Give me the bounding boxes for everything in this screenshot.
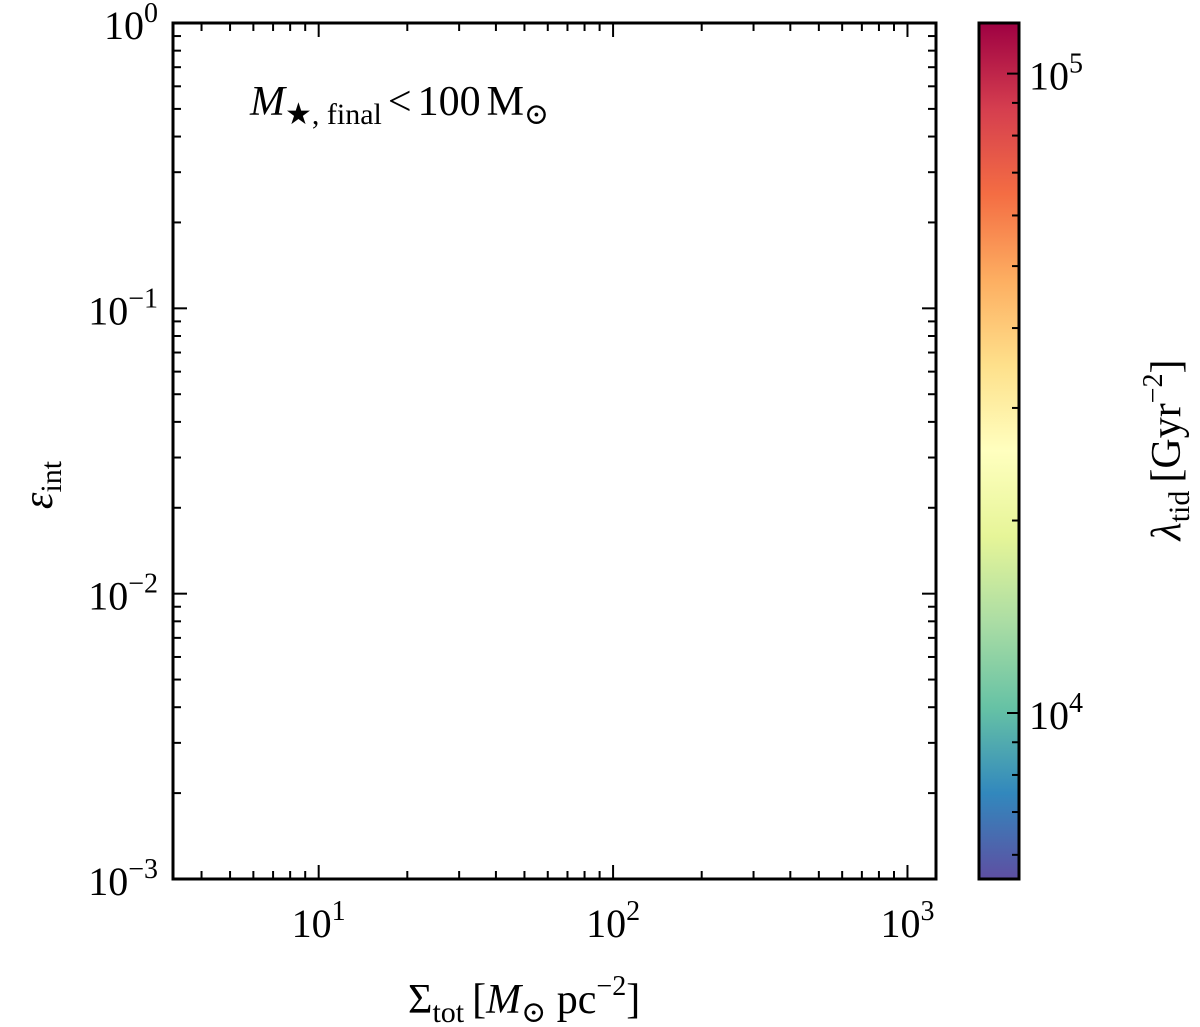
colorbar-tick-label: 104 [1029, 688, 1083, 738]
x-title-symbol: Σ [408, 977, 432, 1023]
x-tick-label: 102 [586, 896, 640, 946]
x-axis-ticks: 101 102 103 [200, 23, 934, 946]
x-tick-label: 101 [292, 896, 346, 946]
x-axis-title: Σtot [M⊙ pc−2] [408, 971, 640, 1027]
cbar-title-symbol: λ [1144, 522, 1190, 542]
annotation-value: 100 [418, 79, 481, 125]
colorbar-tick-label-exp: 5 [1069, 49, 1083, 80]
x-title-unit-rest: pc [546, 977, 596, 1023]
y-tick-label: 10−3 [88, 854, 158, 904]
x-tick-label-base: 10 [880, 901, 920, 946]
colorbar [977, 21, 1021, 881]
colorbar-tick-label-exp: 4 [1069, 688, 1083, 719]
x-tick-label-exp: 1 [332, 896, 346, 927]
x-tick-label-base: 10 [292, 901, 332, 946]
x-title-unit-close: ] [626, 977, 640, 1023]
x-tick-label-exp: 2 [626, 896, 640, 927]
colorbar-tick-label-base: 10 [1029, 693, 1069, 738]
y-tick-label-base: 10 [88, 574, 128, 619]
x-tick-label: 103 [880, 896, 934, 946]
cbar-title-unit-close: ] [1144, 360, 1190, 374]
x-title-unit-open: [ [472, 977, 486, 1023]
y-tick-label: 10−1 [88, 283, 158, 333]
y-tick-label-exp: −1 [128, 283, 158, 314]
x-title-unit-symbol: M [485, 977, 523, 1023]
x-title-unit-subscript: ⊙ [521, 996, 546, 1027]
cbar-title-unit-exponent: −2 [1138, 374, 1169, 404]
y-tick-label: 100 [104, 0, 158, 48]
cbar-title-unit-open: [Gyr [1144, 403, 1190, 482]
y-axis-title: εint [16, 460, 68, 509]
x-tick-label-exp: 3 [920, 896, 934, 927]
y-title-symbol: ε [16, 492, 62, 509]
x-title-subscript: tot [432, 996, 464, 1027]
mass-annotation: M★, final <100 M⊙ [249, 79, 549, 131]
y-tick-label-base: 10 [104, 3, 144, 48]
annotation-subscript: ★, final [285, 98, 382, 131]
colorbar-title: λtid [Gyr−2] [1138, 360, 1196, 543]
annotation-unit: M [487, 79, 524, 125]
x-tick-label-base: 10 [586, 901, 626, 946]
cbar-title-subscript: tid [1163, 491, 1196, 523]
x-title-unit-exponent: −2 [596, 971, 626, 1002]
y-tick-label-exp: −2 [128, 569, 158, 600]
colorbar-tick-label: 105 [1029, 49, 1083, 99]
y-tick-label-base: 10 [88, 859, 128, 904]
y-title-subscript: int [35, 460, 68, 492]
plot-frame [171, 21, 938, 881]
y-tick-label: 10−2 [88, 569, 158, 619]
annotation-unit-subscript: ⊙ [524, 98, 549, 131]
colorbar-tick-label-base: 10 [1029, 54, 1069, 99]
annotation-relation: < [388, 79, 412, 125]
y-tick-label-exp: −3 [128, 854, 158, 885]
annotation-symbol: M [249, 79, 287, 125]
y-tick-label-base: 10 [88, 288, 128, 333]
y-tick-label-exp: 0 [144, 0, 158, 29]
